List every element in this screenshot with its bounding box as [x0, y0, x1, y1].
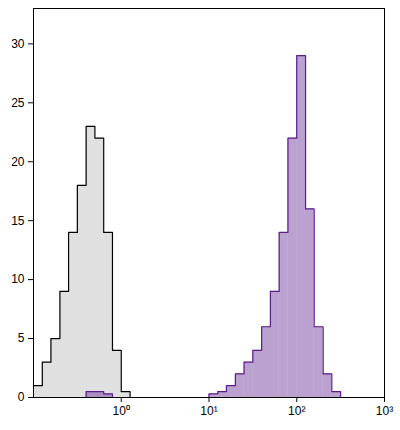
svg-text:5: 5	[18, 331, 25, 345]
svg-text:20: 20	[11, 155, 25, 169]
svg-text:15: 15	[11, 214, 25, 228]
svg-text:30: 30	[11, 37, 25, 51]
svg-text:10²: 10²	[288, 404, 305, 418]
svg-text:10³: 10³	[376, 404, 393, 418]
svg-text:25: 25	[11, 96, 25, 110]
svg-text:10¹: 10¹	[200, 404, 217, 418]
svg-text:10: 10	[11, 272, 25, 286]
svg-text:0: 0	[18, 390, 25, 404]
svg-text:10⁰: 10⁰	[113, 404, 130, 418]
